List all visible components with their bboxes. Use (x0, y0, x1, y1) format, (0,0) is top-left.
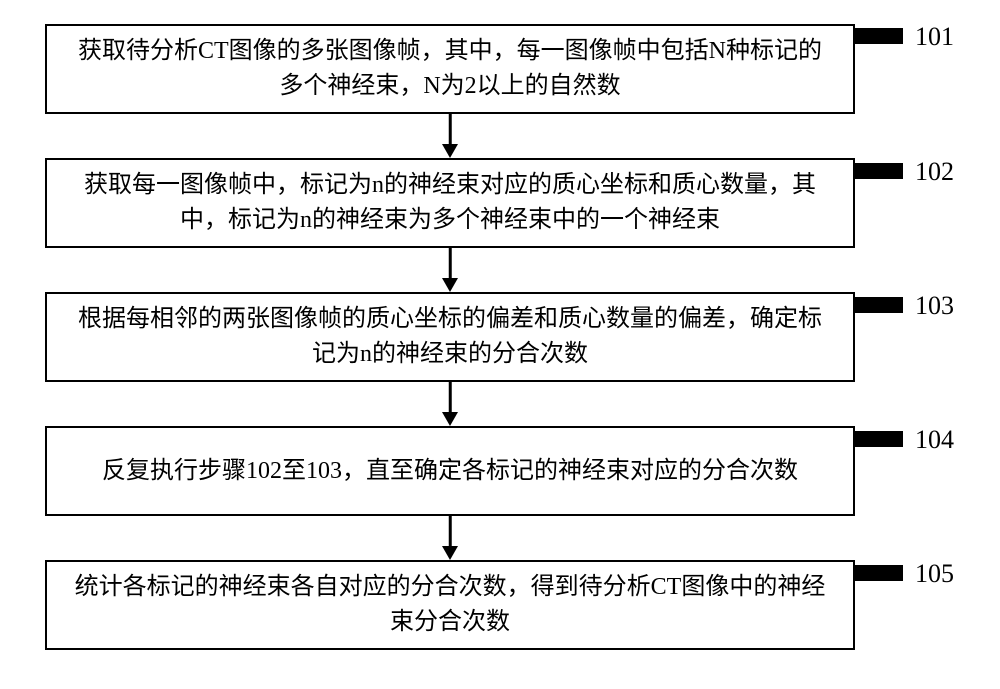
leader-line-103 (855, 297, 903, 313)
connector-102-103 (449, 248, 452, 278)
step-box-103: 根据每相邻的两张图像帧的质心坐标的偏差和质心数量的偏差，确定标记为n的神经束的分… (45, 292, 855, 382)
arrow-head-icon (442, 144, 458, 158)
step-text: 反复执行步骤102至103，直至确定各标记的神经束对应的分合次数 (102, 454, 798, 489)
step-label-105: 105 (915, 559, 954, 589)
step-box-104: 反复执行步骤102至103，直至确定各标记的神经束对应的分合次数 (45, 426, 855, 516)
connector-104-105 (449, 516, 452, 546)
step-label-104: 104 (915, 425, 954, 455)
connector-101-102 (449, 114, 452, 144)
arrow-head-icon (442, 278, 458, 292)
leader-line-105 (855, 565, 903, 581)
step-box-102: 获取每一图像帧中，标记为n的神经束对应的质心坐标和质心数量，其中，标记为n的神经… (45, 158, 855, 248)
step-label-102: 102 (915, 157, 954, 187)
arrow-head-icon (442, 412, 458, 426)
step-text: 统计各标记的神经束各自对应的分合次数，得到待分析CT图像中的神经束分合次数 (67, 570, 833, 640)
step-label-101: 101 (915, 22, 954, 52)
step-label-103: 103 (915, 291, 954, 321)
step-box-101: 获取待分析CT图像的多张图像帧，其中，每一图像帧中包括N种标记的多个神经束，N为… (45, 24, 855, 114)
arrow-head-icon (442, 546, 458, 560)
leader-line-101 (855, 28, 903, 44)
leader-line-102 (855, 163, 903, 179)
leader-line-104 (855, 431, 903, 447)
connector-103-104 (449, 382, 452, 412)
step-box-105: 统计各标记的神经束各自对应的分合次数，得到待分析CT图像中的神经束分合次数 (45, 560, 855, 650)
step-text: 根据每相邻的两张图像帧的质心坐标的偏差和质心数量的偏差，确定标记为n的神经束的分… (67, 302, 833, 372)
step-text: 获取待分析CT图像的多张图像帧，其中，每一图像帧中包括N种标记的多个神经束，N为… (67, 34, 833, 104)
step-text: 获取每一图像帧中，标记为n的神经束对应的质心坐标和质心数量，其中，标记为n的神经… (67, 168, 833, 238)
flowchart-canvas: 获取待分析CT图像的多张图像帧，其中，每一图像帧中包括N种标记的多个神经束，N为… (0, 0, 1000, 689)
